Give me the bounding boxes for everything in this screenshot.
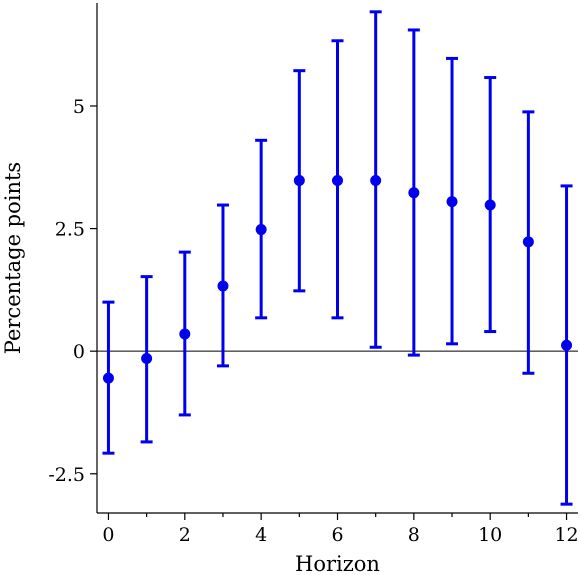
x-tick-label: 6 [331, 524, 343, 546]
data-point [332, 175, 343, 187]
data-point [561, 339, 573, 351]
data-point [255, 224, 267, 236]
data-point [446, 196, 458, 208]
data-point [370, 175, 382, 187]
y-tick-label: -2.5 [48, 464, 85, 486]
data-point [484, 199, 496, 211]
x-axis-title: Horizon [295, 552, 380, 575]
y-tick-label: 2.5 [55, 219, 85, 241]
x-tick-label: 2 [179, 524, 191, 546]
x-tick-label: 12 [554, 524, 578, 546]
y-axis-title: Percentage points [1, 162, 25, 354]
x-tick-label: 0 [102, 524, 114, 546]
data-point [102, 372, 114, 384]
data-marks [102, 10, 573, 506]
ticks: 0 2 4 6 8 10 12 -2.5 0 2.5 5 [48, 96, 578, 546]
data-point [217, 280, 229, 292]
data-point [408, 187, 420, 199]
x-tick-label: 4 [255, 524, 267, 546]
y-tick-label: 5 [73, 96, 85, 118]
data-point [293, 175, 305, 187]
data-point [141, 353, 153, 365]
data-point [522, 236, 534, 248]
x-tick-label: 10 [478, 524, 502, 546]
y-tick-label: 0 [73, 341, 85, 363]
data-point [179, 328, 191, 340]
x-tick-label: 8 [408, 524, 420, 546]
